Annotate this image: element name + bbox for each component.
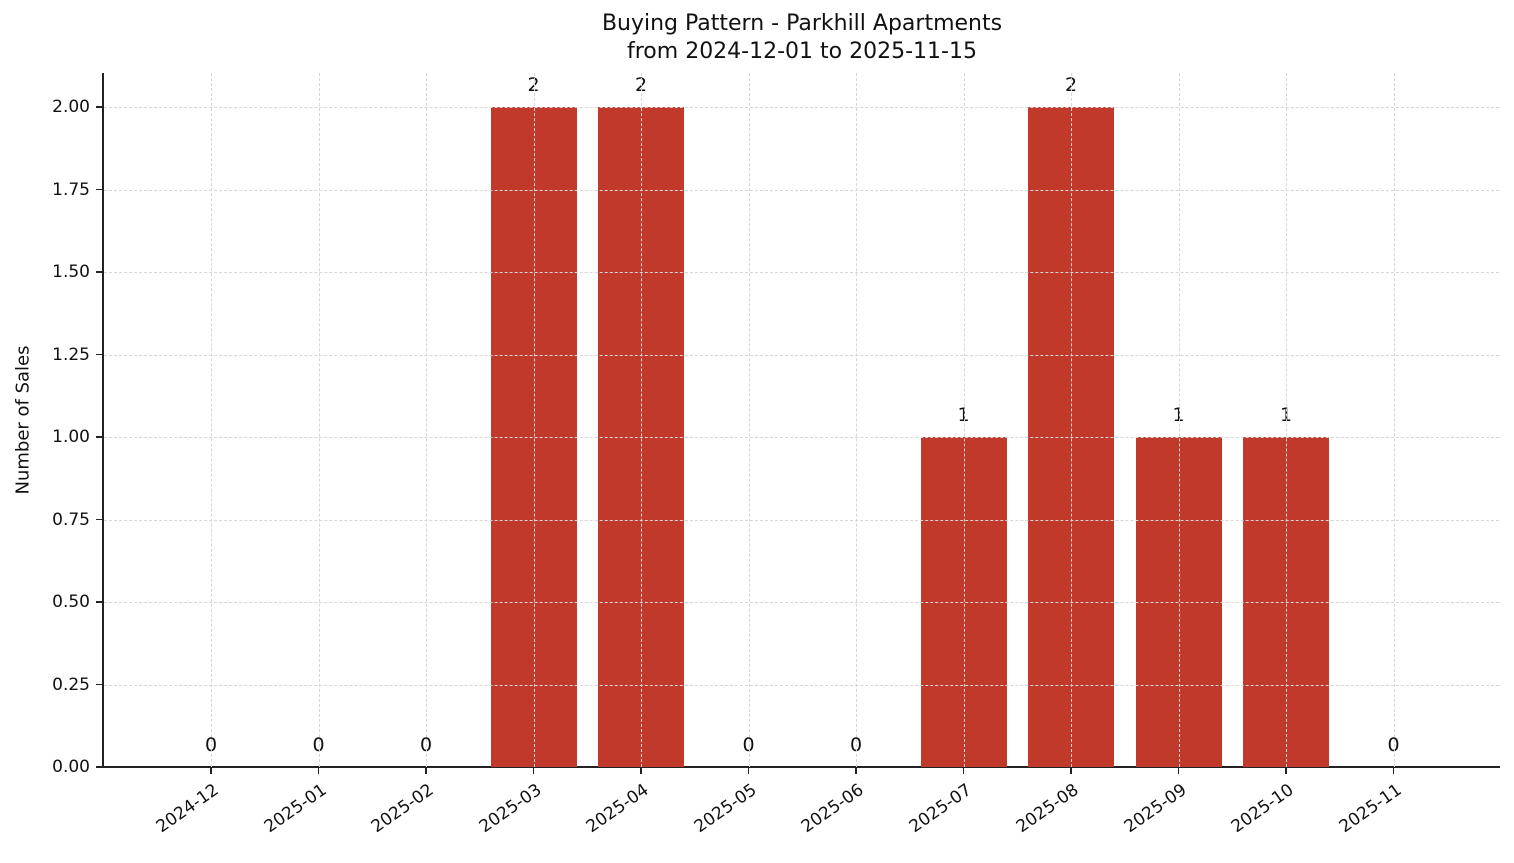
x-tick-label: 2025-06 [797, 780, 868, 838]
y-tick-label: 0.50 [52, 592, 90, 612]
v-gridline [641, 73, 642, 767]
v-gridline [211, 73, 212, 767]
v-gridline [1286, 73, 1287, 767]
y-tick-label: 1.00 [52, 427, 90, 447]
v-gridline [963, 73, 965, 767]
x-tick-label: 2025-05 [690, 780, 760, 838]
y-tick-label: 0.00 [52, 757, 90, 777]
y-tick-mark [96, 683, 102, 686]
y-tick-label: 1.75 [52, 179, 90, 200]
x-tick-label: 2025-11 [1335, 780, 1405, 838]
x-tick-mark [747, 768, 750, 774]
x-axis-line [102, 766, 1500, 768]
y-tick-label: 2.00 [52, 97, 90, 117]
x-tick-mark [1177, 768, 1180, 774]
chart-subtitle: from 2024-12-01 to 2025-11-15 [627, 39, 977, 64]
y-tick-label: 1.50 [52, 262, 90, 282]
x-tick-mark [962, 768, 965, 774]
x-tick-mark [640, 768, 642, 774]
y-tick-label: 1.25 [52, 344, 90, 365]
x-tick-mark [1070, 768, 1072, 774]
y-tick-mark [96, 766, 102, 768]
y-tick-mark [96, 601, 102, 603]
y-axis-title: Number of Sales [12, 345, 34, 495]
x-tick-label: 2025-02 [367, 780, 438, 838]
y-tick-label: 0.75 [52, 509, 90, 530]
x-tick-mark [532, 768, 535, 774]
h-gridline [104, 189, 1499, 191]
h-gridline [104, 354, 1499, 356]
h-gridline [104, 272, 1499, 273]
y-tick-mark [96, 271, 102, 273]
x-tick-mark [317, 768, 320, 774]
x-tick-label: 2025-09 [1120, 780, 1190, 838]
v-gridline [1071, 73, 1072, 767]
x-tick-label: 2025-01 [260, 780, 330, 838]
y-tick-mark [96, 188, 102, 191]
v-gridline [426, 73, 427, 767]
x-tick-mark [210, 768, 212, 774]
x-tick-label: 2024-12 [152, 780, 223, 838]
x-tick-mark [1392, 768, 1395, 774]
h-gridline [104, 602, 1499, 603]
x-tick-label: 2025-10 [1227, 780, 1298, 838]
y-axis-line [102, 73, 104, 768]
h-gridline [104, 437, 1499, 438]
x-tick-label: 2025-03 [475, 780, 545, 838]
y-tick-mark [96, 518, 102, 521]
x-tick-mark [855, 768, 857, 774]
x-tick-label: 2025-07 [905, 780, 975, 838]
v-gridline [1393, 73, 1395, 767]
y-tick-label: 0.25 [52, 674, 90, 695]
h-gridline [104, 684, 1499, 686]
h-gridline [104, 107, 1499, 108]
y-tick-mark [96, 353, 102, 356]
x-tick-mark [425, 768, 427, 774]
y-tick-mark [96, 436, 102, 438]
h-gridline [104, 519, 1499, 521]
x-tick-label: 2025-08 [1012, 780, 1083, 838]
x-tick-label: 2025-04 [582, 780, 653, 838]
v-gridline [1178, 73, 1180, 767]
chart-title-main: Buying Pattern - Parkhill Apartments [601, 11, 1003, 36]
v-gridline [318, 73, 320, 767]
v-gridline [856, 73, 857, 767]
y-tick-mark [96, 106, 102, 108]
v-gridline [533, 73, 535, 767]
chart-title: Buying Pattern - Parkhill Apartments fro… [0, 10, 1514, 66]
x-tick-mark [1285, 768, 1287, 774]
v-gridline [748, 73, 750, 767]
